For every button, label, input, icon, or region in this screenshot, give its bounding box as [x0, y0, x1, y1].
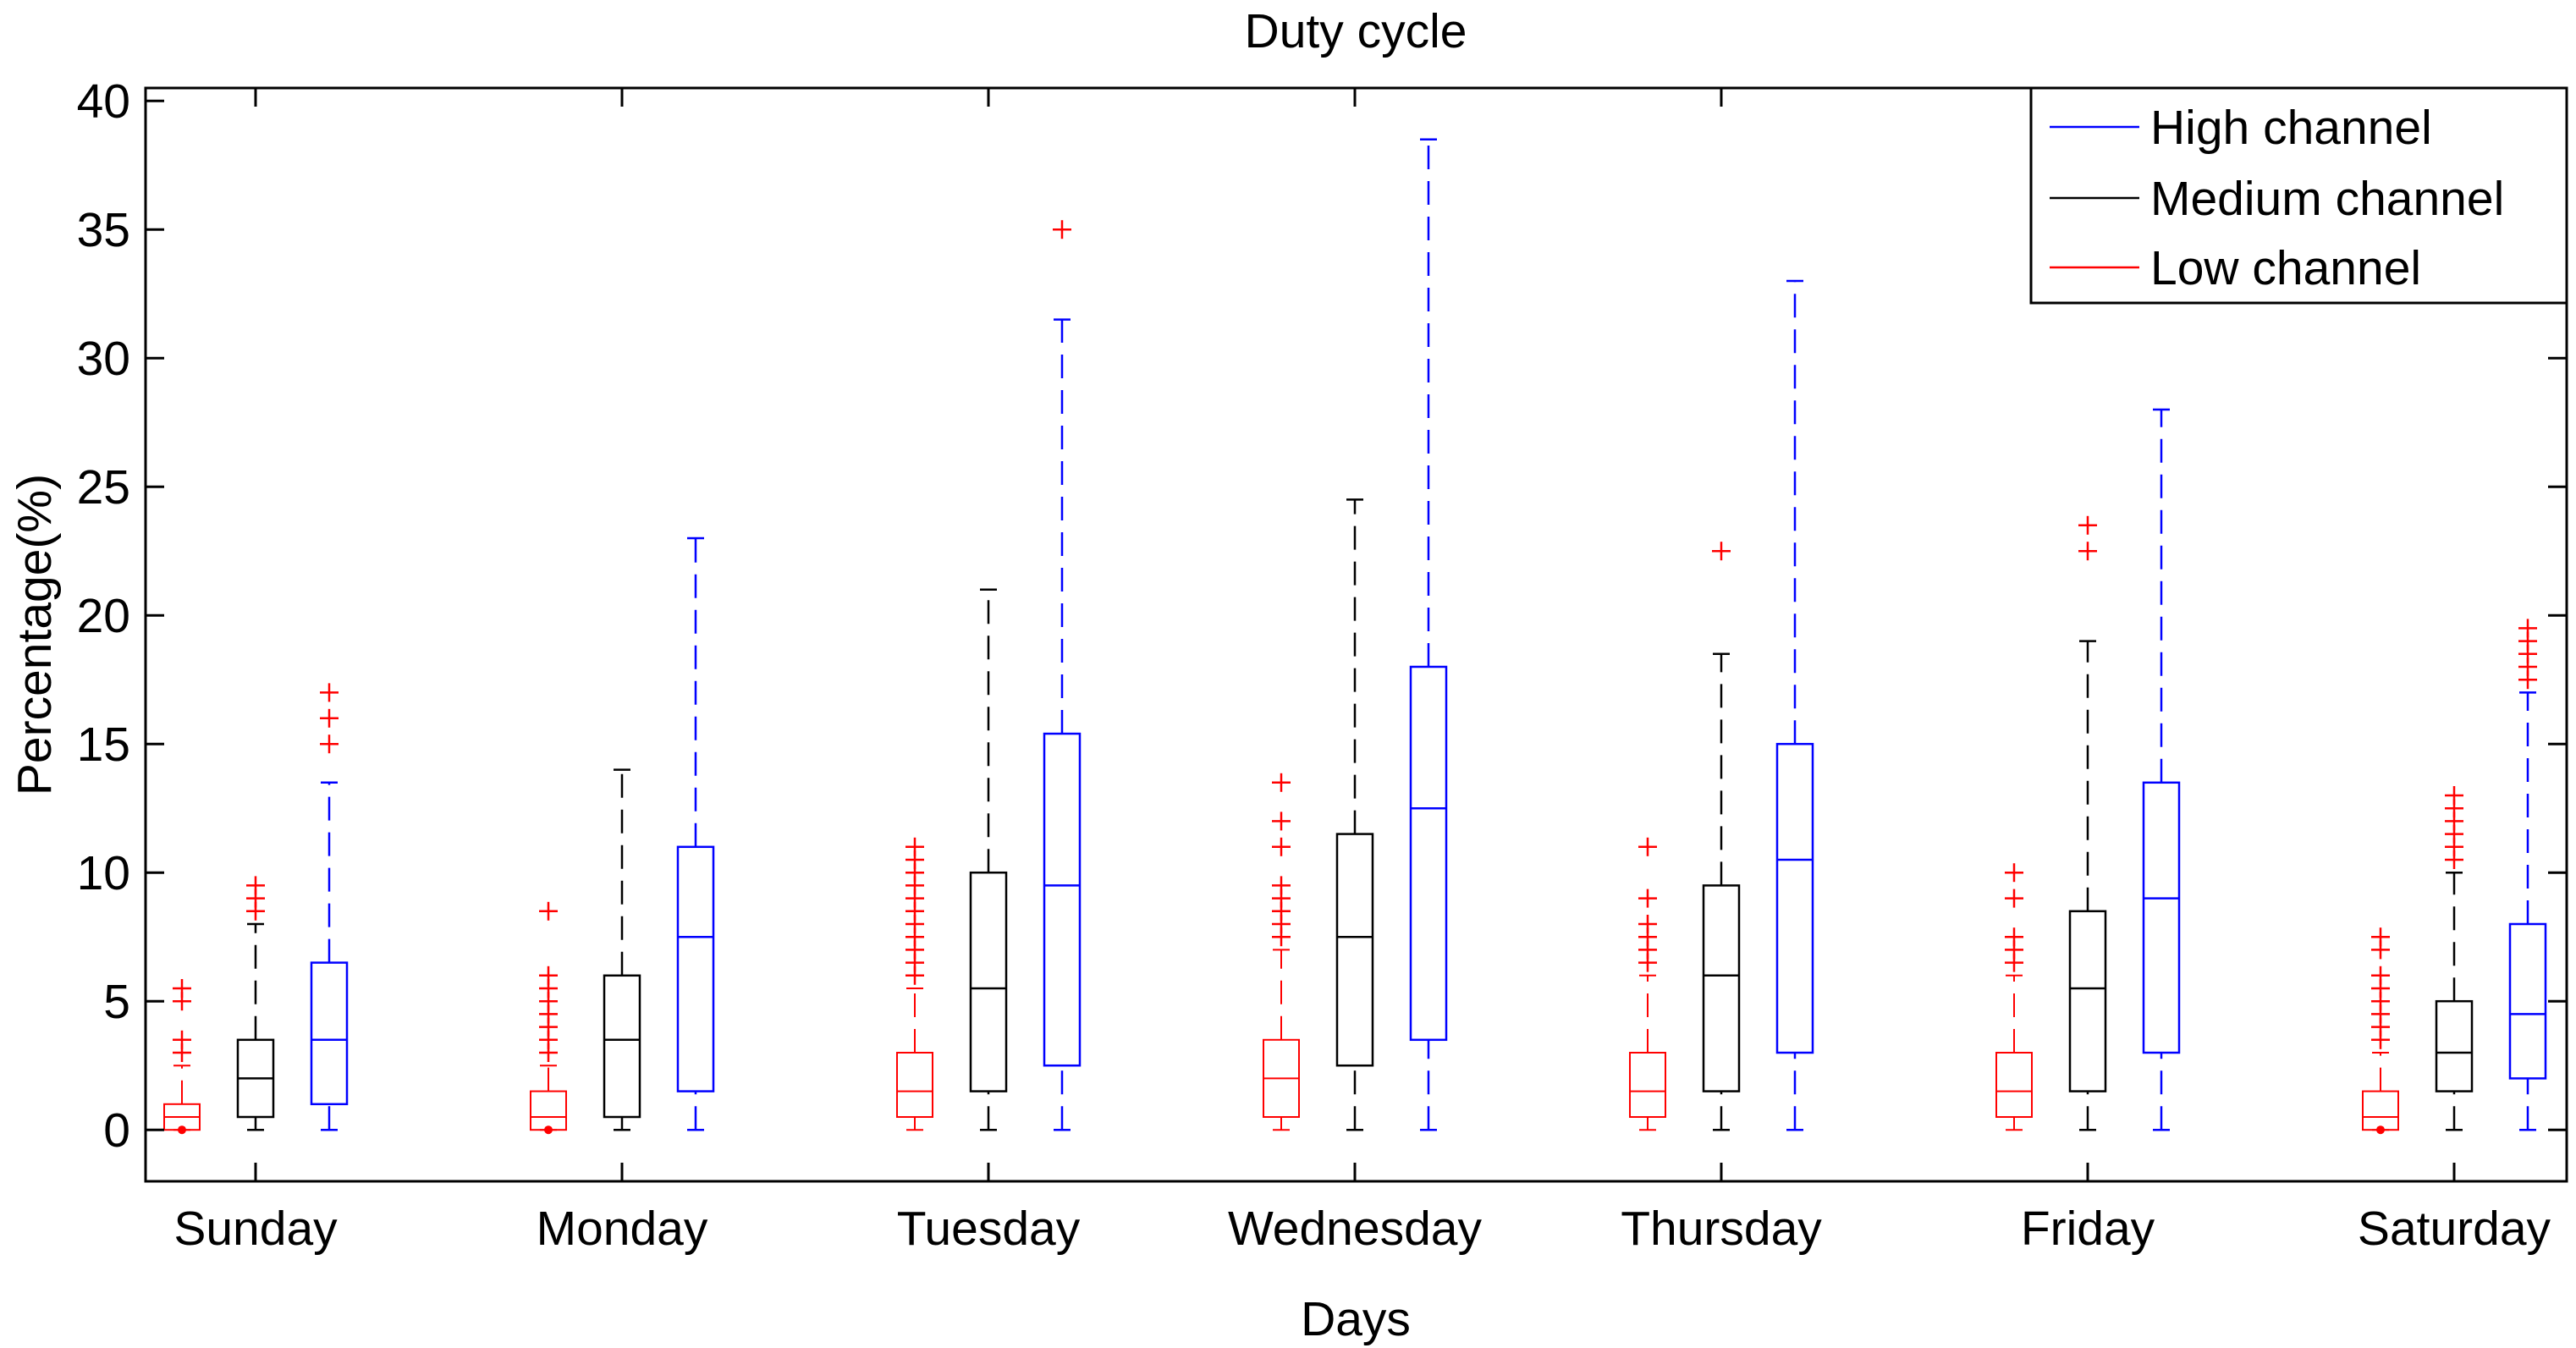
box-low-channel-monday-outlier-6	[539, 966, 558, 985]
box-medium-channel-thursday-iqr	[1702, 884, 1741, 1092]
box-low-channel-tuesday-iqr	[896, 1052, 933, 1118]
box-medium-channel-tuesday	[969, 588, 1008, 1131]
boxes-layer	[163, 138, 2547, 1135]
y-tick-label-15: 15	[77, 718, 130, 772]
box-low-channel-thursday-outlier-5	[1638, 837, 1657, 856]
box-medium-channel-monday	[603, 768, 641, 1131]
box-high-channel-tuesday-iqr	[1043, 732, 1082, 1067]
box-low-channel-tuesday-outlier-10	[905, 837, 924, 856]
x-tick-label-saturday: Saturday	[2358, 1202, 2551, 1256]
y-tick-label-35: 35	[77, 203, 130, 257]
box-medium-channel-tuesday-iqr	[969, 871, 1008, 1092]
box-high-channel-wednesday	[1409, 138, 1448, 1131]
box-low-channel-thursday-outlier-4	[1638, 889, 1657, 908]
x-tick-label-tuesday: Tuesday	[897, 1202, 1081, 1256]
box-low-channel-sunday-outlier-3	[173, 979, 191, 998]
box-low-channel-tuesday	[896, 837, 933, 1131]
box-low-channel-monday-outlier-8	[544, 1125, 553, 1135]
box-high-channel-sunday-outlier-0	[320, 735, 339, 754]
box-low-channel-sunday-outlier-4	[178, 1125, 186, 1135]
box-low-channel-friday	[1995, 863, 2033, 1131]
box-high-channel-thursday-iqr	[1775, 742, 1814, 1054]
box-medium-channel-friday-iqr	[2068, 910, 2107, 1092]
box-medium-channel-friday-outlier-1	[2078, 515, 2097, 535]
box-high-channel-thursday	[1775, 279, 1814, 1131]
y-tick-label-30: 30	[77, 332, 130, 386]
box-medium-channel-friday-outlier-0	[2078, 542, 2097, 561]
legend-label-high-channel: High channel	[2150, 101, 2432, 155]
box-low-channel-sunday-outlier-1	[173, 1030, 191, 1049]
box-low-channel-monday-outlier-7	[539, 901, 558, 921]
box-high-channel-sunday-outlier-1	[320, 708, 339, 728]
box-medium-channel-sunday-outlier-2	[246, 876, 265, 895]
legend: High channel Medium channel Low channel	[2029, 86, 2568, 305]
box-low-channel-wednesday-outlier-6	[1272, 812, 1291, 831]
box-low-channel-friday-outlier-3	[2005, 889, 2023, 908]
box-high-channel-saturday	[2508, 619, 2547, 1131]
box-low-channel-friday-outlier-4	[2005, 863, 2023, 883]
y-tick-label-25: 25	[77, 460, 130, 514]
box-low-channel-friday-iqr	[1995, 1052, 2033, 1118]
box-low-channel-thursday	[1629, 837, 1666, 1131]
box-high-channel-tuesday-outlier-0	[1053, 220, 1071, 239]
box-low-channel-saturday-outlier-8	[2376, 1125, 2385, 1135]
y-tick-label-10: 10	[77, 846, 130, 900]
box-medium-channel-friday	[2068, 515, 2107, 1131]
box-high-channel-saturday-outlier-4	[2518, 619, 2537, 638]
box-high-channel-sunday	[310, 683, 349, 1131]
box-medium-channel-wednesday	[1335, 498, 1374, 1131]
x-tick-label-wednesday: Wednesday	[1228, 1202, 1482, 1256]
box-high-channel-tuesday	[1043, 220, 1082, 1131]
box-low-channel-saturday-outlier-5	[2371, 966, 2390, 985]
y-axis-label: Percentage(%)	[8, 474, 62, 795]
box-high-channel-monday-iqr	[676, 845, 715, 1092]
box-high-channel-friday-iqr	[2142, 781, 2181, 1054]
box-medium-channel-thursday-outlier-0	[1712, 542, 1731, 561]
x-axis-label: Days	[1301, 1292, 1411, 1346]
box-low-channel-thursday-outlier-3	[1638, 915, 1657, 933]
box-medium-channel-saturday	[2435, 786, 2474, 1131]
box-high-channel-friday	[2142, 408, 2181, 1131]
box-low-channel-wednesday-outlier-5	[1272, 837, 1291, 856]
x-tick-label-friday: Friday	[2021, 1202, 2155, 1256]
ticks-layer: 0 5 10 15 20 25 30 35 40 Sunday Monday Tuesday Wedne…	[77, 74, 2567, 1256]
legend-label-low-channel: Low channel	[2150, 241, 2421, 295]
box-high-channel-wednesday-iqr	[1409, 665, 1448, 1042]
box-low-channel-monday	[530, 901, 567, 1135]
box-medium-channel-monday-iqr	[603, 974, 641, 1119]
box-low-channel-wednesday	[1263, 773, 1300, 1131]
chart-title: Duty cycle	[1245, 4, 1467, 58]
box-high-channel-sunday-iqr	[310, 961, 349, 1106]
box-low-channel-saturday	[2362, 927, 2399, 1135]
x-tick-label-thursday: Thursday	[1621, 1202, 1822, 1256]
x-tick-label-sunday: Sunday	[173, 1202, 338, 1256]
box-medium-channel-saturday-iqr	[2435, 999, 2474, 1092]
plot-frame	[144, 86, 2568, 1183]
box-high-channel-sunday-outlier-2	[320, 683, 339, 702]
box-high-channel-saturday-iqr	[2508, 922, 2547, 1080]
box-high-channel-monday	[676, 536, 715, 1131]
box-low-channel-sunday	[163, 979, 201, 1135]
y-tick-label-5: 5	[103, 975, 130, 1029]
y-tick-label-20: 20	[77, 589, 130, 643]
x-tick-label-monday: Monday	[537, 1202, 708, 1256]
box-low-channel-saturday-outlier-7	[2371, 927, 2390, 947]
box-low-channel-wednesday-outlier-7	[1272, 773, 1291, 792]
box-low-channel-wednesday-outlier-4	[1272, 876, 1291, 895]
box-medium-channel-thursday	[1702, 542, 1741, 1131]
box-medium-channel-sunday	[236, 876, 275, 1131]
box-medium-channel-wednesday-iqr	[1335, 833, 1374, 1067]
box-low-channel-thursday-iqr	[1629, 1052, 1666, 1118]
y-tick-label-0: 0	[103, 1103, 130, 1158]
legend-label-medium-channel: Medium channel	[2150, 172, 2504, 226]
box-medium-channel-saturday-outlier-5	[2445, 786, 2463, 805]
y-tick-label-40: 40	[77, 74, 130, 129]
box-low-channel-friday-outlier-2	[2005, 927, 2023, 947]
